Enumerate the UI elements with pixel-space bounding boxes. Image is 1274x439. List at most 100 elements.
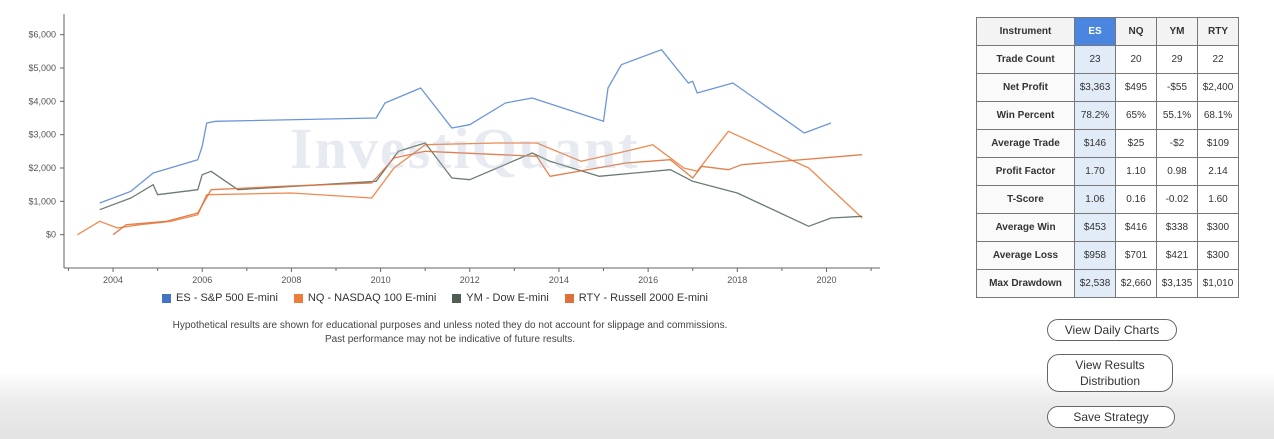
series-line-rty — [112, 150, 863, 236]
legend-label-nq: NQ - NASDAQ 100 E-mini — [307, 292, 437, 304]
legend-item-ym[interactable]: YM - Dow E-mini — [452, 292, 549, 304]
cell-es: $453 — [1074, 213, 1116, 242]
table-row: Trade Count 23 20 29 22 — [976, 45, 1239, 74]
legend-item-nq[interactable]: NQ - NASDAQ 100 E-mini — [293, 292, 437, 304]
legend-item-es[interactable]: ES - S&P 500 E-mini — [162, 292, 278, 304]
legend-swatch-rty — [564, 293, 574, 303]
view-results-distribution-label-2: Distribution — [1079, 374, 1141, 388]
cell-rty: $1,010 — [1197, 269, 1239, 298]
row-label: Average Trade — [976, 129, 1075, 158]
disclaimer-line-2: Past performance may not be indicative o… — [324, 334, 576, 345]
cell-ym: -0.02 — [1156, 185, 1198, 214]
cell-rty: $300 — [1197, 241, 1239, 270]
series-line-es — [99, 49, 832, 204]
disclaimer-line-1: Hypothetical results are shown for educa… — [172, 320, 728, 331]
cell-nq: $495 — [1115, 73, 1157, 102]
legend-label-rty: RTY - Russell 2000 E-mini — [578, 292, 708, 304]
cell-es: 23 — [1074, 45, 1116, 74]
cell-nq: $701 — [1115, 241, 1157, 270]
equity-curve-chart: $0 $1,000 $2,000 $3,000 $4,000 $5,000 $6,000 20… — [28, 14, 880, 345]
row-label: Trade Count — [976, 45, 1075, 74]
cell-rty: 22 — [1197, 45, 1239, 74]
cell-nq: 65% — [1115, 101, 1157, 130]
cell-nq: 1.10 — [1115, 157, 1157, 186]
cell-es: $3,363 — [1074, 73, 1116, 102]
cell-rty: $2,400 — [1197, 73, 1239, 102]
cell-ym: 29 — [1156, 45, 1198, 74]
y-tick-label: $0 — [46, 230, 56, 240]
row-label: Win Percent — [976, 101, 1075, 130]
table-row: Average Loss $958 $701 $421 $300 — [976, 241, 1239, 270]
cell-nq: 20 — [1115, 45, 1157, 74]
header-nq[interactable]: NQ — [1115, 17, 1157, 46]
cell-ym: 0.98 — [1156, 157, 1198, 186]
table-row: Average Win $453 $416 $338 $300 — [976, 213, 1239, 242]
cell-es: $958 — [1074, 241, 1116, 270]
x-tick-label: 2004 — [103, 275, 123, 285]
row-label: Max Drawdown — [976, 269, 1075, 298]
table-row: Win Percent 78.2% 65% 55.1% 68.1% — [976, 101, 1239, 130]
y-tick-label: $1,000 — [28, 196, 56, 206]
row-label: Average Loss — [976, 241, 1075, 270]
legend-swatch-nq — [293, 293, 303, 303]
series-line-ym — [99, 142, 863, 227]
row-label: Profit Factor — [976, 157, 1075, 186]
x-tick-label: 2014 — [549, 275, 569, 285]
series-line-nq — [77, 130, 863, 236]
cell-ym: 55.1% — [1156, 101, 1198, 130]
header-instrument: Instrument — [976, 17, 1075, 46]
legend-swatch-ym — [452, 293, 462, 303]
y-tick-label: $5,000 — [28, 63, 56, 73]
table-header-row: Instrument ES NQ YM RTY — [976, 17, 1239, 46]
header-ym[interactable]: YM — [1156, 17, 1198, 46]
table-row: Average Trade $146 $25 -$2 $109 — [976, 129, 1239, 158]
cell-nq: $25 — [1115, 129, 1157, 158]
table-row: Max Drawdown $2,538 $2,660 $3,135 $1,010 — [976, 269, 1239, 298]
header-rty[interactable]: RTY — [1197, 17, 1239, 46]
chart-svg: $0 $1,000 $2,000 $3,000 $4,000 $5,000 $6,000 20… — [28, 14, 880, 285]
cell-rty: 1.60 — [1197, 185, 1239, 214]
cell-es: 1.06 — [1074, 185, 1116, 214]
y-tick-label: $4,000 — [28, 96, 56, 106]
watermark-logo: InvestiQuant — [290, 116, 640, 181]
view-daily-charts-button[interactable]: View Daily Charts — [1047, 319, 1177, 341]
cell-rty: 2.14 — [1197, 157, 1239, 186]
row-label: T-Score — [976, 185, 1075, 214]
cell-ym: $338 — [1156, 213, 1198, 242]
cell-nq: $2,660 — [1115, 269, 1157, 298]
view-results-distribution-button[interactable]: View Results Distribution — [1047, 354, 1173, 392]
cell-es: $146 — [1074, 129, 1116, 158]
cell-es: 78.2% — [1074, 101, 1116, 130]
x-tick-label: 2012 — [460, 275, 480, 285]
x-tick-label: 2016 — [638, 275, 658, 285]
table-row: Net Profit $3,363 $495 -$55 $2,400 — [976, 73, 1239, 102]
cell-nq: 0.16 — [1115, 185, 1157, 214]
cell-ym: -$2 — [1156, 129, 1198, 158]
legend-label-es: ES - S&P 500 E-mini — [176, 292, 278, 304]
legend-item-rty[interactable]: RTY - Russell 2000 E-mini — [564, 292, 708, 304]
cell-rty: $300 — [1197, 213, 1239, 242]
y-tick-label: $2,000 — [28, 163, 56, 173]
legend-label-ym: YM - Dow E-mini — [466, 292, 549, 304]
save-strategy-button[interactable]: Save Strategy — [1047, 406, 1175, 428]
table-row: Profit Factor 1.70 1.10 0.98 2.14 — [976, 157, 1239, 186]
x-tick-label: 2006 — [192, 275, 212, 285]
y-tick-label: $6,000 — [28, 30, 56, 40]
y-tick-label: $3,000 — [28, 130, 56, 140]
x-tick-label: 2010 — [371, 275, 391, 285]
x-tick-label: 2020 — [816, 275, 836, 285]
legend-swatch-es — [162, 293, 171, 303]
table-row: T-Score 1.06 0.16 -0.02 1.60 — [976, 185, 1239, 214]
cell-rty: 68.1% — [1197, 101, 1239, 130]
header-es[interactable]: ES — [1074, 17, 1116, 46]
chart-legend: ES - S&P 500 E-mini NQ - NASDAQ 100 E-mi… — [162, 292, 708, 304]
cell-nq: $416 — [1115, 213, 1157, 242]
cell-es: $2,538 — [1074, 269, 1116, 298]
cell-ym: $421 — [1156, 241, 1198, 270]
cell-ym: -$55 — [1156, 73, 1198, 102]
cell-rty: $109 — [1197, 129, 1239, 158]
cell-ym: $3,135 — [1156, 269, 1198, 298]
row-label: Net Profit — [976, 73, 1075, 102]
x-tick-label: 2008 — [281, 275, 301, 285]
cell-es: 1.70 — [1074, 157, 1116, 186]
